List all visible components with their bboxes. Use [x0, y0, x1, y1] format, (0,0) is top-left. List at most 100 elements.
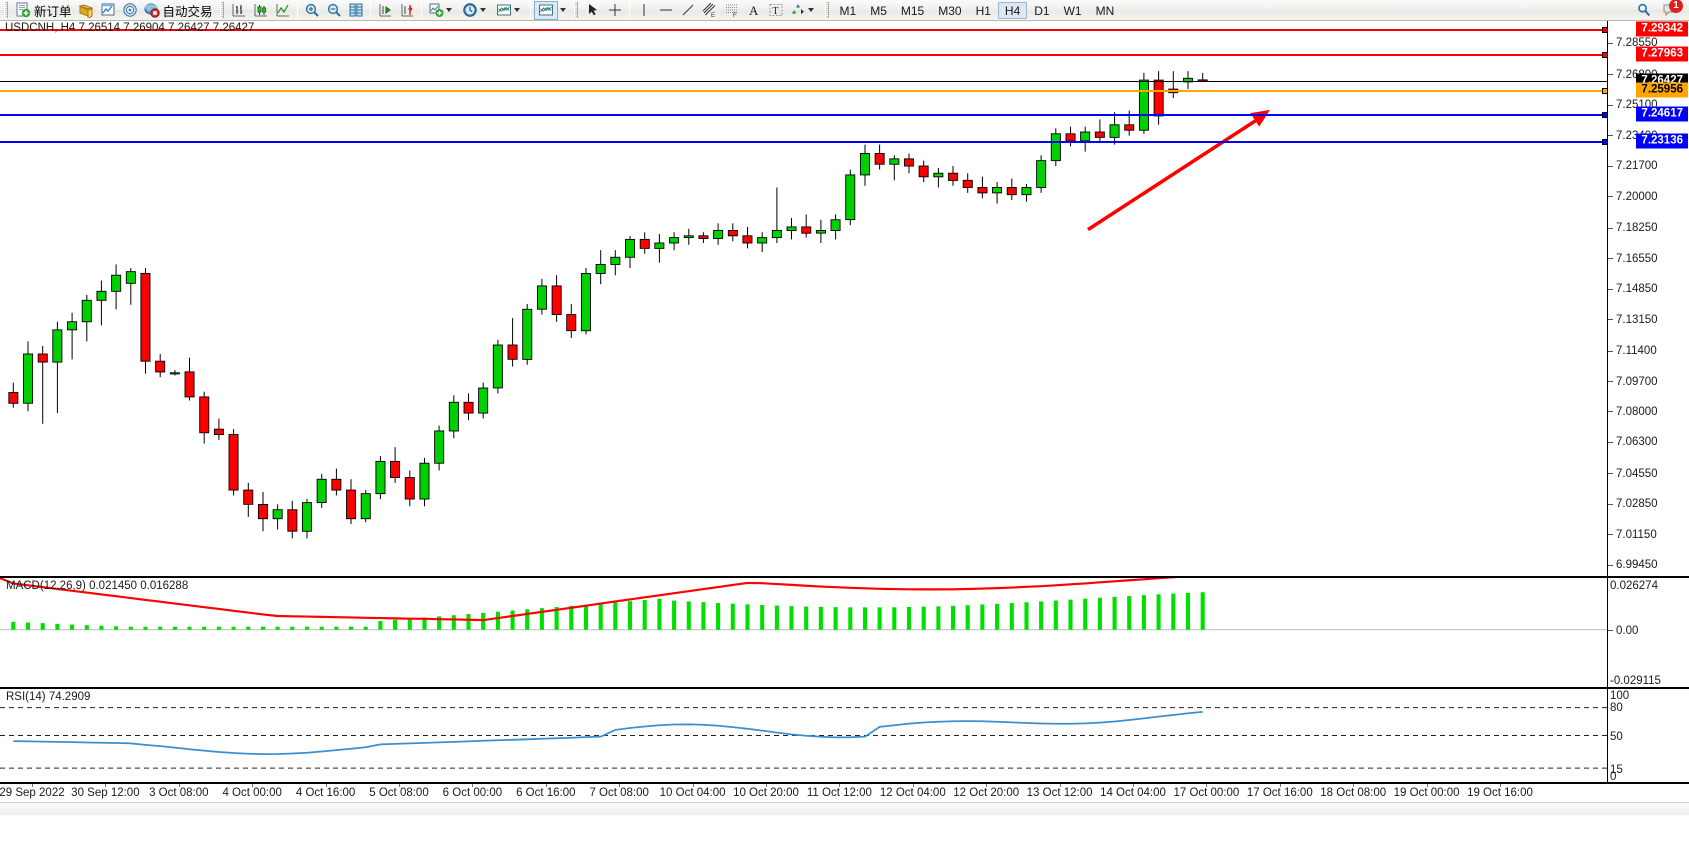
toolbar-grip-3[interactable]: [573, 2, 578, 18]
level-handle[interactable]: [1602, 138, 1607, 145]
templates-button[interactable]: [493, 1, 527, 20]
crosshair-tool-button[interactable]: [604, 1, 626, 20]
price-tag-support[interactable]: 7.23136: [1636, 133, 1688, 149]
price-tick: 7.16550: [1608, 253, 1658, 265]
level-handle[interactable]: [1602, 87, 1607, 94]
timeframe-m1[interactable]: M1: [839, 3, 857, 18]
time-tick-label: 4 Oct 00:00: [222, 787, 282, 799]
timeframe-m5[interactable]: M5: [870, 3, 887, 18]
macd-tick-label: 0.00: [1616, 624, 1639, 637]
notification-button[interactable]: 1: [1659, 0, 1683, 20]
price-tick: 7.18250: [1608, 222, 1658, 234]
chart-horizontal-scrollbar[interactable]: [0, 803, 1689, 815]
price-tick-label: 7.14850: [1616, 283, 1658, 296]
rsi-tick-label: 50: [1610, 730, 1623, 743]
search-button[interactable]: [1633, 1, 1655, 20]
timeframe-m30[interactable]: M30: [938, 3, 962, 18]
level-handle[interactable]: [1602, 51, 1607, 58]
chart-canvas-area[interactable]: 7.285507.268007.251007.234007.217007.200…: [0, 21, 1689, 857]
indicators-button[interactable]: [425, 1, 459, 20]
indicators-chevron-down-icon[interactable]: [445, 8, 452, 12]
zoom-in-button[interactable]: [301, 1, 323, 20]
level-handle[interactable]: [1602, 111, 1607, 118]
auto-scroll-button[interactable]: [374, 1, 396, 20]
time-tick-label: 10 Oct 20:00: [733, 787, 799, 799]
toolbar-grip-4[interactable]: [824, 2, 829, 18]
rsi-plot[interactable]: [0, 689, 1607, 782]
price-tag-resistance[interactable]: 7.29342: [1636, 21, 1688, 37]
line-chart-button[interactable]: [272, 1, 294, 20]
toolbar-separator-2: [369, 1, 371, 19]
toolbar-grip[interactable]: [4, 2, 8, 18]
trendline-icon: [680, 2, 696, 18]
cursor-tool-button[interactable]: [582, 1, 604, 20]
timeframe-h1[interactable]: H1: [975, 3, 991, 18]
price-tick-label: 7.28550: [1616, 37, 1658, 50]
auto-trading-icon: [144, 2, 160, 18]
auto-trading-button[interactable]: 自动交易: [141, 1, 216, 20]
shapes-tool-button[interactable]: [787, 1, 821, 20]
timeframe-mn[interactable]: MN: [1095, 3, 1115, 18]
time-tick: [545, 784, 547, 787]
chart-shift-button[interactable]: [396, 1, 418, 20]
price-tag-pivot[interactable]: 7.25956: [1636, 82, 1688, 98]
bar-chart-button[interactable]: [228, 1, 250, 20]
crosshair-icon: [607, 2, 623, 18]
time-tick: [1426, 784, 1428, 787]
time-tick-label: 13 Oct 12:00: [1026, 787, 1093, 799]
template-chevron-down-icon[interactable]: [559, 8, 566, 12]
chart-title: USDCNH, H4 7.26514 7.26904 7.26427 7.264…: [5, 22, 255, 34]
price-tick: 7.01150: [1608, 529, 1657, 541]
fibonacci-tool-button[interactable]: F: [721, 1, 743, 20]
toolbar-grip-2[interactable]: [219, 2, 224, 18]
period-separators-button[interactable]: [459, 1, 493, 20]
price-tick-label: 7.11400: [1616, 344, 1657, 357]
text-icon: A: [746, 2, 762, 18]
level-handle[interactable]: [1602, 27, 1607, 34]
trendline-tool-button[interactable]: [677, 1, 699, 20]
text-box-tool-button[interactable]: T: [765, 1, 787, 20]
navigator-button[interactable]: [119, 1, 141, 20]
time-tick-label: 6 Oct 16:00: [516, 787, 576, 799]
macd-pane[interactable]: 0.026274 0.00 -0.029115 MACD(12,26,9) 0.02…: [0, 577, 1689, 688]
zoom-out-button[interactable]: [323, 1, 345, 20]
time-tick: [178, 784, 180, 787]
time-tick-label: 17 Oct 00:00: [1173, 787, 1240, 799]
price-plot[interactable]: [0, 21, 1607, 576]
price-tick: 7.13150: [1608, 314, 1658, 326]
price-pane[interactable]: 7.285507.268007.251007.234007.217007.200…: [0, 21, 1689, 577]
timeframe-w1[interactable]: W1: [1063, 3, 1082, 18]
new-order-button[interactable]: 新订单: [12, 1, 75, 20]
rsi-tick-label: 0: [1610, 770, 1617, 783]
grid-button[interactable]: [345, 1, 367, 20]
market-watch-button[interactable]: [97, 1, 119, 20]
text-tool-button[interactable]: A: [743, 1, 765, 20]
price-tag-resistance[interactable]: 7.27963: [1636, 46, 1688, 62]
timeframe-d1[interactable]: D1: [1034, 3, 1050, 18]
price-tick: 7.20000: [1608, 191, 1658, 203]
price-tick: 7.02850: [1608, 498, 1658, 510]
channel-tool-button[interactable]: E: [699, 1, 721, 20]
shapes-chevron-down-icon[interactable]: [807, 8, 814, 12]
vertical-line-tool-button[interactable]: [633, 1, 655, 20]
price-tick: 6.99450: [1608, 559, 1658, 571]
horizontal-line-tool-button[interactable]: [655, 1, 677, 20]
templates-chevron-down-icon[interactable]: [513, 8, 520, 12]
rsi-tick-label: 100: [1610, 689, 1630, 702]
price-axis[interactable]: 7.285507.268007.251007.234007.217007.200…: [1607, 21, 1689, 576]
time-tick: [1353, 784, 1355, 787]
folder-icon: [77, 2, 94, 20]
templates-dropdown-button[interactable]: [533, 0, 558, 20]
candlestick-chart-button[interactable]: [250, 1, 272, 20]
price-tag-support[interactable]: 7.24617: [1636, 106, 1688, 122]
timeframe-h4[interactable]: H4: [997, 1, 1028, 19]
period-chevron-down-icon[interactable]: [479, 8, 486, 12]
data-window-button[interactable]: [75, 1, 97, 20]
rsi-pane[interactable]: 100 80 50 15 0 RSI(14) 74.2909: [0, 688, 1689, 783]
macd-plot[interactable]: [0, 578, 1607, 687]
time-axis[interactable]: 29 Sep 2022 30 Sep 12:00 3 Oct 08:00 4 Oct …: [0, 783, 1689, 857]
timeframe-m15[interactable]: M15: [900, 3, 925, 18]
grid-icon: [348, 2, 364, 18]
time-tick-label: 5 Oct 08:00: [369, 787, 429, 799]
notification-badge: 1: [1669, 0, 1683, 13]
